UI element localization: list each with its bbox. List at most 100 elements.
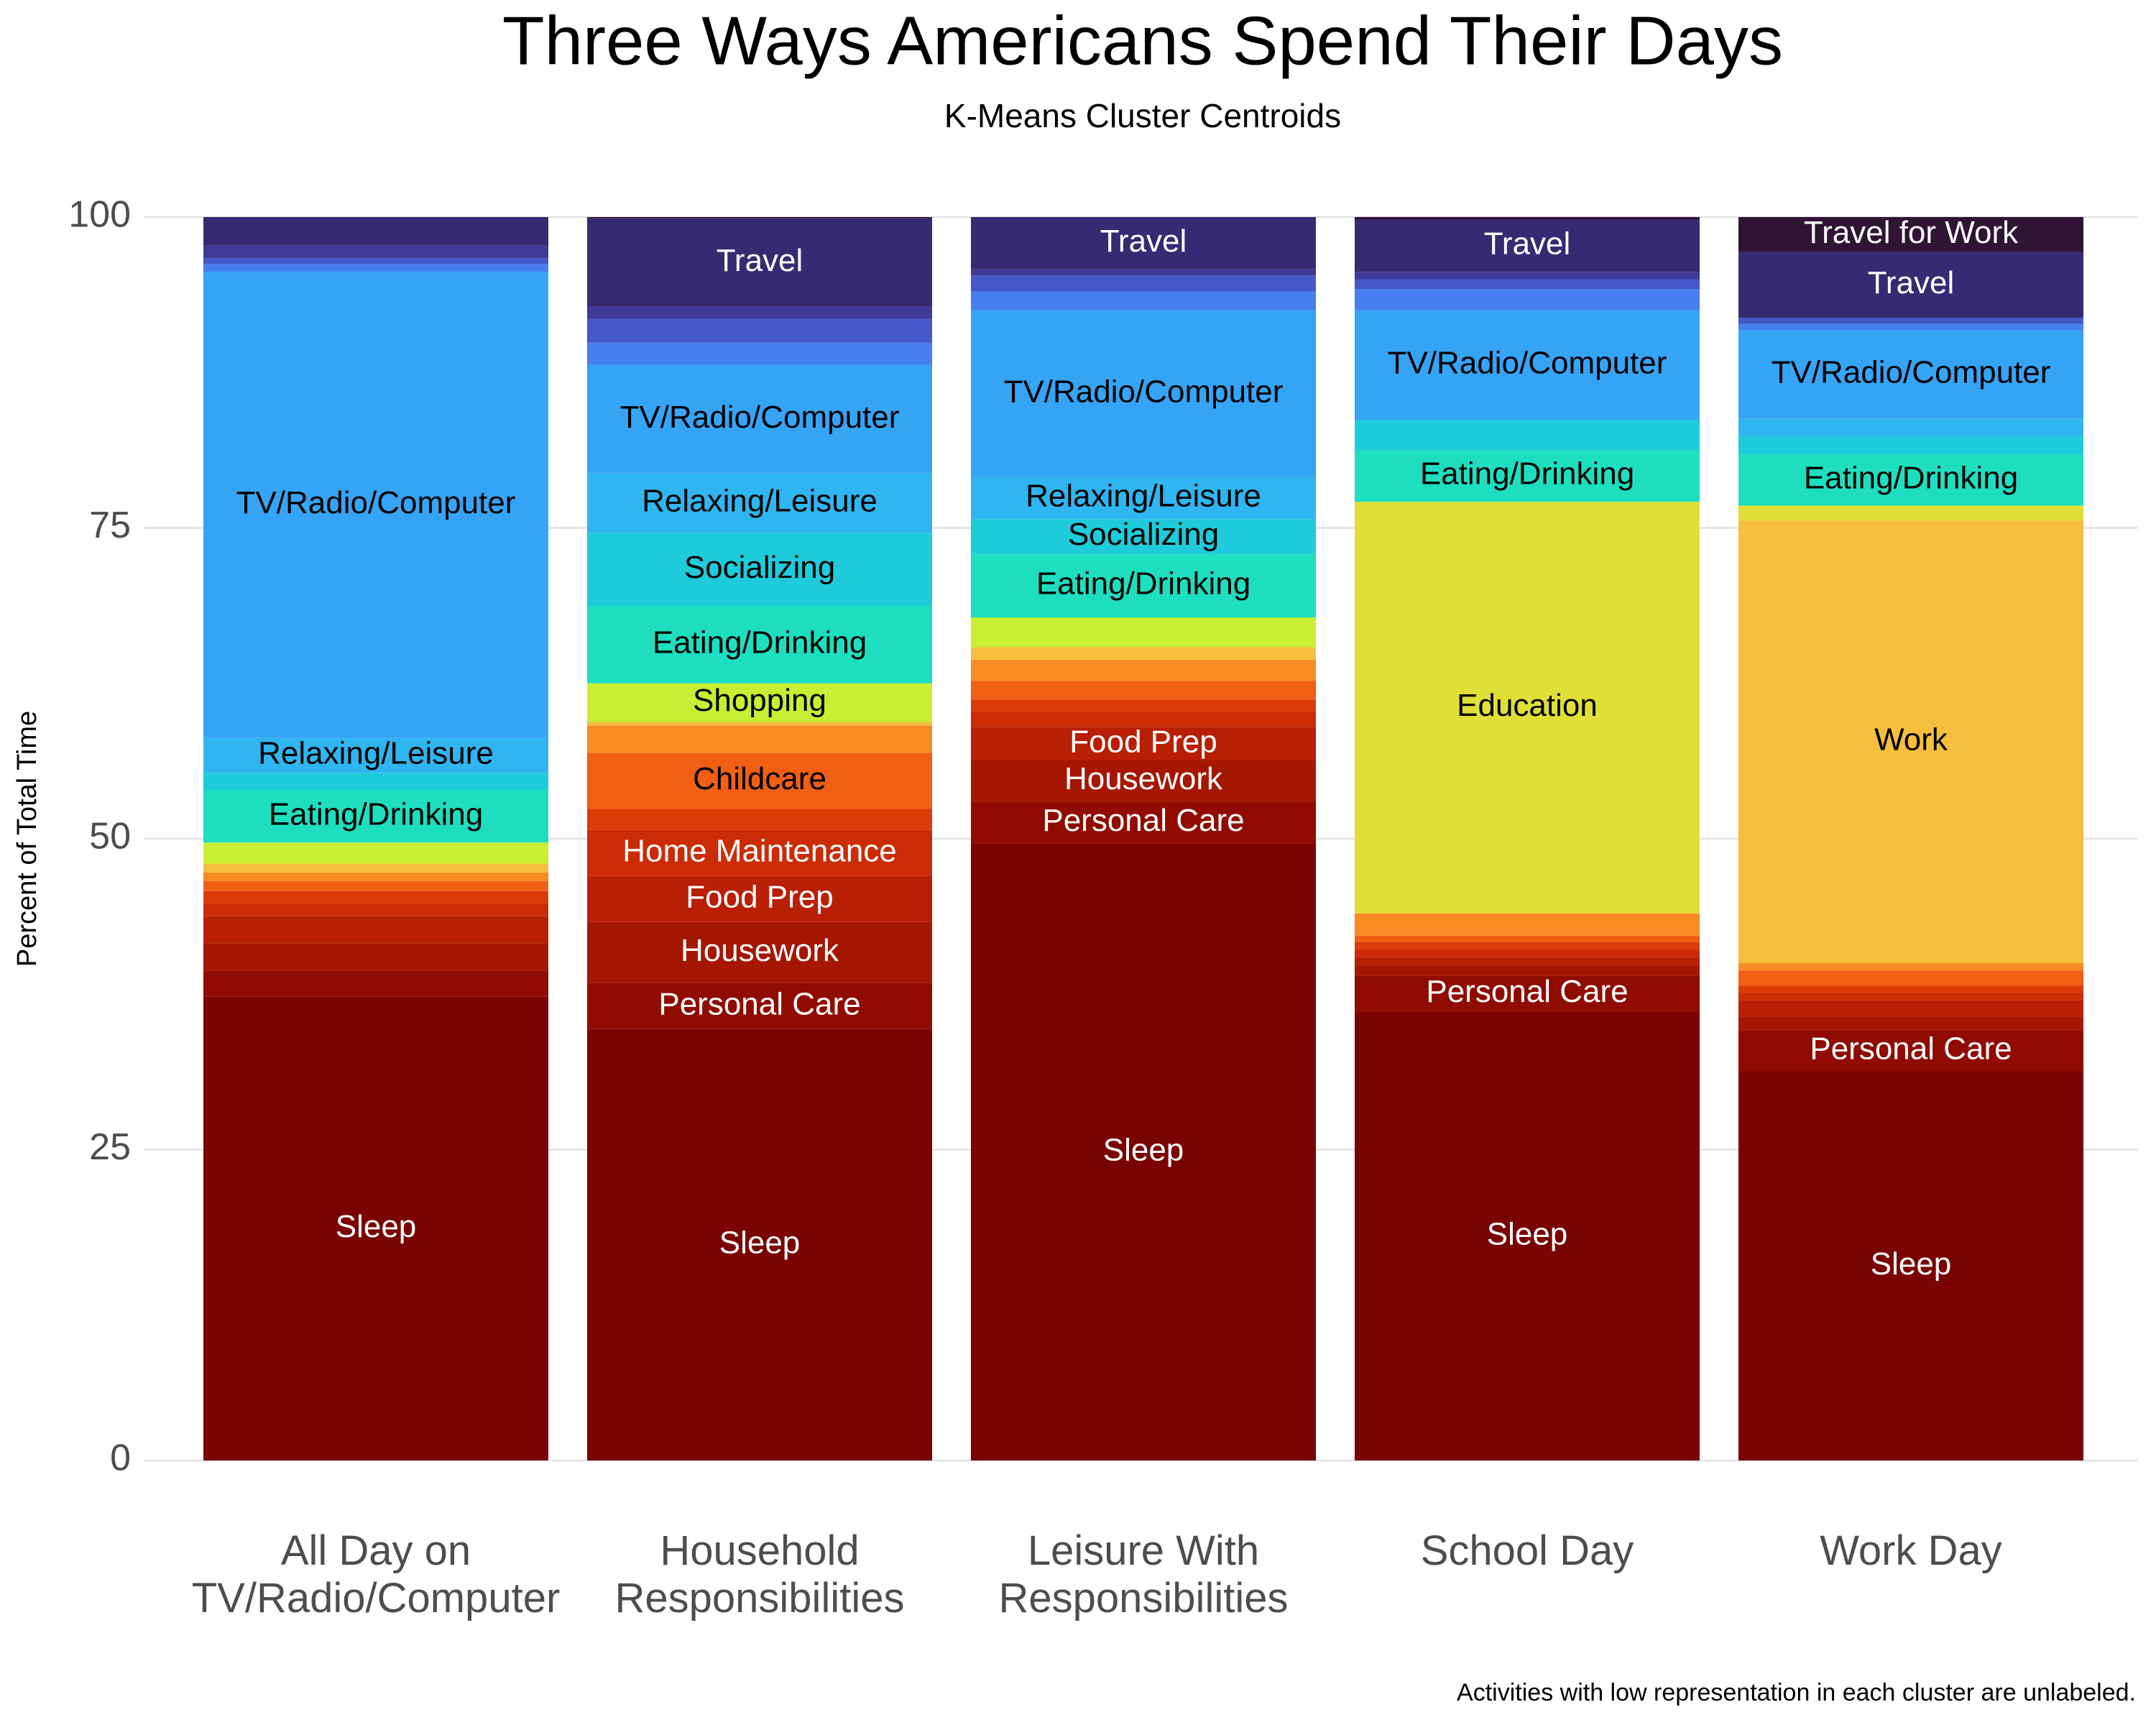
bar-segment <box>587 809 932 830</box>
bar-segment <box>1738 318 2083 324</box>
segment-label: Relaxing/Leisure <box>642 484 877 519</box>
segment-label: Eating/Drinking <box>1804 461 2018 496</box>
bar-segment <box>1738 985 2083 993</box>
bar-segment <box>1355 217 1700 220</box>
segment-label: Eating/Drinking <box>1420 456 1634 491</box>
segment-label: Socializing <box>684 550 835 585</box>
x-tick-label: Household Responsibilities <box>615 1527 905 1622</box>
segment-label: Home Maintenance <box>622 834 897 869</box>
segment-label: Relaxing/Leisure <box>258 736 494 771</box>
bar-segment <box>587 318 932 343</box>
segment-label: Eating/Drinking <box>1036 566 1250 602</box>
bar-segment <box>971 801 1316 844</box>
bar-segment <box>1355 1011 1700 1460</box>
x-tick-label: Leisure With Responsibilities <box>999 1527 1289 1622</box>
bar-segment <box>587 921 932 983</box>
bar-segment <box>587 533 932 607</box>
segment-label: Eating/Drinking <box>269 796 483 832</box>
segment-label: Personal Care <box>1426 974 1628 1009</box>
segment-label: TV/Radio/Computer <box>620 400 900 435</box>
bar-segment <box>971 681 1316 700</box>
y-axis-label: Percent of Total Time <box>12 711 42 967</box>
bar-segment <box>1738 454 2083 506</box>
bar-segment <box>203 943 548 971</box>
bar-segment <box>587 364 932 474</box>
bar-segment <box>1355 913 1700 936</box>
bar-segment <box>587 1029 932 1460</box>
chart-subtitle: K-Means Cluster Centroids <box>944 97 1341 134</box>
bar-segment <box>1738 520 2083 963</box>
segment-label: Travel <box>1484 226 1571 261</box>
bar-segment <box>203 264 548 272</box>
labels: Sleep Eating/Drinking Relaxing/Leisure TV/R… <box>192 215 2051 1622</box>
segment-label: Relaxing/Leisure <box>1026 479 1261 514</box>
y-tick-label: 25 <box>89 1126 131 1168</box>
segment-label: Housework <box>681 933 839 968</box>
segment-label: Travel <box>1100 224 1187 259</box>
bar-segment <box>203 880 548 891</box>
bar-segment <box>1355 949 1700 957</box>
bar-segment <box>203 872 548 881</box>
bar-segment <box>203 916 548 944</box>
bar-segment <box>587 753 932 809</box>
bar-segment <box>1355 957 1700 966</box>
segment-label: Sleep <box>1103 1133 1184 1168</box>
bar-segment <box>1738 217 2083 252</box>
bar-segment <box>1355 219 1700 272</box>
bar-segment <box>587 722 932 726</box>
bar-segment <box>1355 289 1700 310</box>
bar-segment <box>587 217 932 218</box>
bar-segment <box>587 683 932 722</box>
segment-label: TV/Radio/Computer <box>1388 345 1667 380</box>
bar-segment <box>203 842 548 864</box>
bar-segment <box>203 773 548 791</box>
bar-segment <box>203 258 548 264</box>
segment-label: Travel <box>1868 265 1955 300</box>
bar-segment <box>1738 963 2083 971</box>
bar-segment <box>203 891 548 903</box>
bar-segment <box>971 659 1316 681</box>
chart-title: Three Ways Americans Spend Their Days <box>502 2 1783 79</box>
bar-segment <box>971 727 1316 761</box>
bar-segment <box>1738 993 2083 1000</box>
segment-label: Travel for Work <box>1804 215 2019 250</box>
bar-segment <box>587 875 932 922</box>
y-tick-label: 75 <box>89 505 131 546</box>
bar-segment <box>587 342 932 365</box>
x-tick-label: All Day on TV/Radio/Computer <box>192 1527 561 1622</box>
bar-segment <box>1738 1016 2083 1031</box>
bar-segment <box>971 275 1316 292</box>
bars <box>203 217 2083 1460</box>
bar-segment <box>971 310 1316 477</box>
bar-segment <box>1738 418 2083 436</box>
bar-segment <box>1738 1000 2083 1017</box>
bar-segment <box>587 829 932 876</box>
bar-segment <box>1738 252 2083 318</box>
segment-label: Sleep <box>719 1225 801 1260</box>
segment-label: Eating/Drinking <box>653 625 867 661</box>
segment-label: TV/Radio/Computer <box>236 485 516 520</box>
bar-segment <box>587 218 932 307</box>
bar-segment <box>971 519 1316 554</box>
segment-label: Food Prep <box>686 880 833 915</box>
bar-segment <box>203 737 548 773</box>
bar-segment <box>1355 935 1700 942</box>
bar-segment <box>1355 449 1700 502</box>
x-tick-label: Work Day <box>1820 1527 2002 1574</box>
bar-segment <box>1355 975 1700 1012</box>
x-tick-label: School Day <box>1421 1527 1634 1574</box>
bar-segment <box>1355 279 1700 290</box>
bar-segment <box>971 617 1316 648</box>
bar-segment <box>203 863 548 873</box>
bar-segment <box>587 983 932 1029</box>
bar-segment <box>203 903 548 916</box>
bar-segment <box>1738 970 2083 986</box>
bar-segment <box>971 699 1316 712</box>
bar-segment <box>587 725 932 753</box>
segment-label: Childcare <box>693 761 826 796</box>
bar-segment <box>971 647 1316 660</box>
bar-segment <box>971 553 1316 618</box>
bar-segment <box>587 473 932 533</box>
bar-segment <box>1355 310 1700 420</box>
bar-segment <box>203 272 548 738</box>
